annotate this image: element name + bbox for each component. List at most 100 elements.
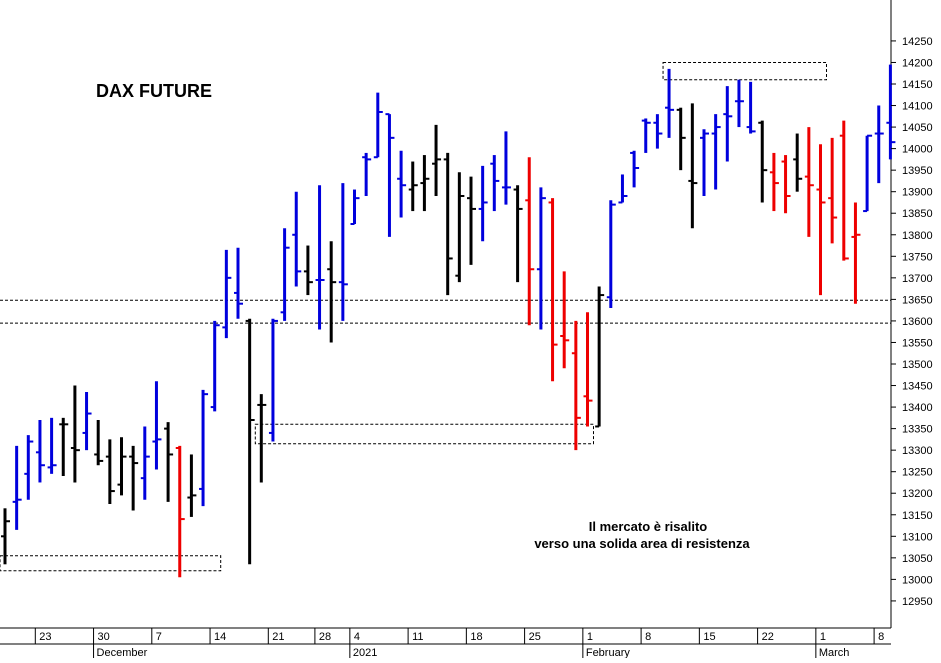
y-tick-label: 13500 xyxy=(902,359,933,371)
ohlc-bar xyxy=(175,445,185,578)
ohlc-bar xyxy=(245,318,255,565)
resistance-levels xyxy=(0,299,891,324)
chart-title: DAX FUTURE xyxy=(96,81,212,101)
ohlc-bar xyxy=(723,86,733,162)
x-tick-label: 4 xyxy=(354,631,360,643)
month-label: 2021 xyxy=(353,647,377,658)
ohlc-bar xyxy=(234,247,243,319)
x-tick-label: 22 xyxy=(762,631,774,643)
resistance-box-2 xyxy=(254,423,595,445)
y-tick-label: 14200 xyxy=(902,57,933,69)
month-label: March xyxy=(819,647,850,658)
x-tick-label: 1 xyxy=(587,631,593,643)
month-label: February xyxy=(586,647,631,658)
x-tick-label: 14 xyxy=(214,631,226,643)
ohlc-bar xyxy=(571,320,581,451)
ohlc-bar xyxy=(303,245,313,296)
x-tick-label: 28 xyxy=(319,631,331,643)
y-tick-label: 13100 xyxy=(902,531,933,543)
ohlc-bar xyxy=(781,155,791,214)
ohlc-bar xyxy=(385,113,395,237)
ohlc-bar xyxy=(455,172,465,283)
y-tick-label: 13550 xyxy=(902,337,933,349)
y-tick-label: 14100 xyxy=(902,101,933,113)
ohlc-bar xyxy=(816,144,826,296)
ohlc-bar xyxy=(280,228,290,321)
ohlc-bar xyxy=(711,114,721,190)
y-tick-label: 13650 xyxy=(902,294,933,306)
x-tick-label: 25 xyxy=(529,631,541,643)
y-tick-label: 12950 xyxy=(902,596,933,608)
ohlc-bar xyxy=(420,155,430,212)
ohlc-bar xyxy=(536,187,546,330)
ohlc-bar xyxy=(641,118,651,153)
ohlc-bar xyxy=(362,152,372,196)
ohlc-bar xyxy=(94,420,104,466)
price-axis: 12950 13000 13050 13100 13150 13200 13250 13300… xyxy=(891,36,933,608)
ohlc-bar xyxy=(187,454,197,517)
x-tick-label: 21 xyxy=(272,631,284,643)
y-tick-label: 14000 xyxy=(902,144,933,156)
ohlc-bar xyxy=(653,114,663,149)
ohlc-bar xyxy=(676,107,686,171)
ohlc-bar xyxy=(863,134,873,213)
ohlc-bar xyxy=(746,81,756,134)
y-tick-label: 13000 xyxy=(902,574,933,586)
ohlc-bar xyxy=(804,127,814,237)
ohlc-bar xyxy=(501,131,511,205)
y-tick-label: 13050 xyxy=(902,553,933,565)
ohlc-bar xyxy=(432,124,442,196)
ohlc-bar xyxy=(292,191,302,287)
ohlc-bar xyxy=(513,185,523,283)
ohlc-bar xyxy=(828,137,838,244)
resistance-box-1 xyxy=(662,61,827,81)
x-tick-label: 30 xyxy=(98,631,110,643)
ohlc-bar xyxy=(257,394,267,483)
ohlc-bar xyxy=(210,320,220,412)
y-tick-label: 14250 xyxy=(902,36,933,48)
y-tick-label: 13800 xyxy=(902,230,933,242)
ohlc-bar xyxy=(665,68,675,138)
x-tick-label: 18 xyxy=(470,631,482,643)
y-tick-label: 13400 xyxy=(902,402,933,414)
ohlc-bar xyxy=(583,312,593,427)
y-tick-label: 13450 xyxy=(902,381,933,393)
ohlc-bar xyxy=(618,174,628,204)
ohlc-bar xyxy=(769,152,779,212)
ohlc-bar xyxy=(315,185,325,330)
ohlc-bar xyxy=(548,198,558,382)
ohlc-bar xyxy=(164,422,174,502)
ohlc-bar xyxy=(12,445,22,530)
y-tick-label: 13300 xyxy=(902,445,933,457)
ohlc-bar xyxy=(851,202,861,304)
resistance-boxes xyxy=(0,61,827,572)
ohlc-bar xyxy=(443,152,453,296)
ohlc-bar xyxy=(70,385,80,483)
ohlc-bar xyxy=(59,417,69,476)
ohlc-bar xyxy=(1,508,10,565)
ohlc-bar xyxy=(606,200,616,308)
ohlc-bar xyxy=(327,241,337,343)
ohlc-bar xyxy=(117,437,127,496)
y-tick-label: 13200 xyxy=(902,488,933,500)
ohlc-bar xyxy=(199,389,209,507)
y-tick-label: 13150 xyxy=(902,510,933,522)
ohlc-bar xyxy=(688,103,698,229)
ohlc-bar xyxy=(525,157,535,326)
ohlc-bar xyxy=(490,155,500,212)
y-tick-label: 13950 xyxy=(902,165,933,177)
ohlc-bar xyxy=(886,64,896,160)
y-tick-label: 14050 xyxy=(902,122,933,134)
y-tick-label: 13750 xyxy=(902,251,933,263)
annotation-line-1: Il mercato è risalito xyxy=(589,519,708,534)
ohlc-bar xyxy=(47,417,57,474)
y-tick-label: 13250 xyxy=(902,467,933,479)
y-tick-label: 13350 xyxy=(902,424,933,436)
ohlc-bar xyxy=(595,286,605,428)
ohlc-bar xyxy=(839,120,849,261)
ohlc-bar xyxy=(758,120,768,203)
x-tick-label: 11 xyxy=(412,631,423,643)
